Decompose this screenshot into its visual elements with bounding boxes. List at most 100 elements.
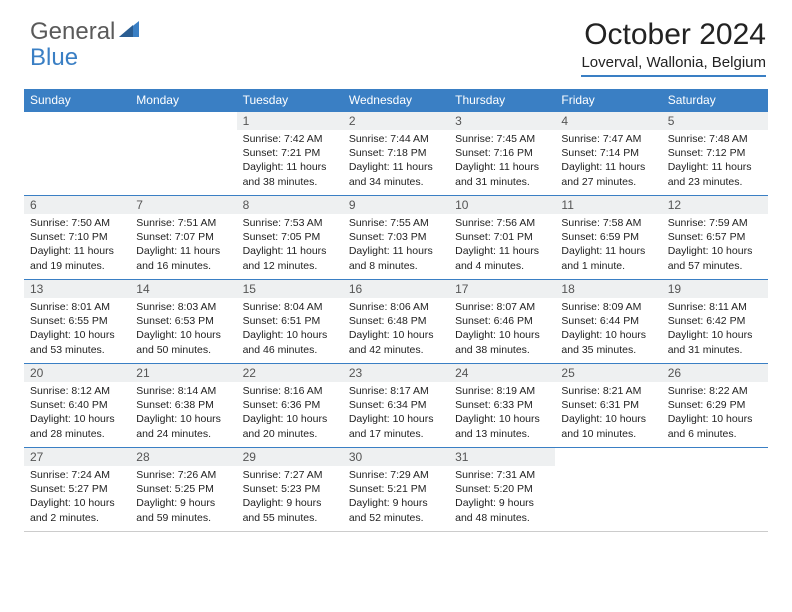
daylight-line: Daylight: 11 hours and 8 minutes. [349, 244, 443, 272]
day-number: 6 [24, 196, 130, 214]
sunset-line: Sunset: 7:03 PM [349, 230, 443, 244]
day-number: 9 [343, 196, 449, 214]
sunset-line: Sunset: 6:57 PM [668, 230, 762, 244]
day-body: Sunrise: 8:16 AMSunset: 6:36 PMDaylight:… [237, 382, 343, 443]
day-number: 3 [449, 112, 555, 130]
sunrise-line: Sunrise: 8:16 AM [243, 384, 337, 398]
day-number: 18 [555, 280, 661, 298]
sunset-line: Sunset: 6:55 PM [30, 314, 124, 328]
daylight-line: Daylight: 10 hours and 38 minutes. [455, 328, 549, 356]
daylight-line: Daylight: 11 hours and 27 minutes. [561, 160, 655, 188]
sunrise-line: Sunrise: 7:53 AM [243, 216, 337, 230]
day-number: 19 [662, 280, 768, 298]
sunset-line: Sunset: 7:10 PM [30, 230, 124, 244]
daylight-line: Daylight: 10 hours and 10 minutes. [561, 412, 655, 440]
location-text: Loverval, Wallonia, Belgium [581, 54, 766, 77]
calendar-day-cell: 20Sunrise: 8:12 AMSunset: 6:40 PMDayligh… [24, 364, 130, 448]
day-number: 17 [449, 280, 555, 298]
day-body: Sunrise: 8:03 AMSunset: 6:53 PMDaylight:… [130, 298, 236, 359]
daylight-line: Daylight: 10 hours and 31 minutes. [668, 328, 762, 356]
daylight-line: Daylight: 9 hours and 48 minutes. [455, 496, 549, 524]
calendar-day-cell: 29Sunrise: 7:27 AMSunset: 5:23 PMDayligh… [237, 448, 343, 532]
day-body: Sunrise: 7:48 AMSunset: 7:12 PMDaylight:… [662, 130, 768, 191]
sunrise-line: Sunrise: 8:04 AM [243, 300, 337, 314]
day-body: Sunrise: 7:58 AMSunset: 6:59 PMDaylight:… [555, 214, 661, 275]
day-number: 24 [449, 364, 555, 382]
calendar-day-cell: 3Sunrise: 7:45 AMSunset: 7:16 PMDaylight… [449, 112, 555, 196]
sunset-line: Sunset: 6:53 PM [136, 314, 230, 328]
day-body: Sunrise: 7:51 AMSunset: 7:07 PMDaylight:… [130, 214, 236, 275]
day-body: Sunrise: 7:29 AMSunset: 5:21 PMDaylight:… [343, 466, 449, 527]
day-body: Sunrise: 8:06 AMSunset: 6:48 PMDaylight:… [343, 298, 449, 359]
calendar-day-cell: 30Sunrise: 7:29 AMSunset: 5:21 PMDayligh… [343, 448, 449, 532]
day-body: Sunrise: 7:55 AMSunset: 7:03 PMDaylight:… [343, 214, 449, 275]
calendar-day-cell: 16Sunrise: 8:06 AMSunset: 6:48 PMDayligh… [343, 280, 449, 364]
sunrise-line: Sunrise: 8:06 AM [349, 300, 443, 314]
sunrise-line: Sunrise: 7:48 AM [668, 132, 762, 146]
sunrise-line: Sunrise: 8:22 AM [668, 384, 762, 398]
sunset-line: Sunset: 6:36 PM [243, 398, 337, 412]
day-header: Wednesday [343, 89, 449, 112]
day-header: Sunday [24, 89, 130, 112]
sunrise-line: Sunrise: 7:58 AM [561, 216, 655, 230]
daylight-line: Daylight: 10 hours and 20 minutes. [243, 412, 337, 440]
calendar-day-cell: 11Sunrise: 7:58 AMSunset: 6:59 PMDayligh… [555, 196, 661, 280]
calendar-week-row: 1Sunrise: 7:42 AMSunset: 7:21 PMDaylight… [24, 112, 768, 196]
daylight-line: Daylight: 10 hours and 35 minutes. [561, 328, 655, 356]
day-number: 13 [24, 280, 130, 298]
daylight-line: Daylight: 11 hours and 1 minute. [561, 244, 655, 272]
day-number: 31 [449, 448, 555, 466]
calendar-table: SundayMondayTuesdayWednesdayThursdayFrid… [24, 89, 768, 532]
day-number: 30 [343, 448, 449, 466]
day-number: 1 [237, 112, 343, 130]
sunrise-line: Sunrise: 7:29 AM [349, 468, 443, 482]
calendar-day-cell: 6Sunrise: 7:50 AMSunset: 7:10 PMDaylight… [24, 196, 130, 280]
sunrise-line: Sunrise: 8:03 AM [136, 300, 230, 314]
calendar-day-cell: 27Sunrise: 7:24 AMSunset: 5:27 PMDayligh… [24, 448, 130, 532]
sunrise-line: Sunrise: 8:12 AM [30, 384, 124, 398]
day-number: 5 [662, 112, 768, 130]
day-body: Sunrise: 7:42 AMSunset: 7:21 PMDaylight:… [237, 130, 343, 191]
sunset-line: Sunset: 7:14 PM [561, 146, 655, 160]
daylight-line: Daylight: 10 hours and 46 minutes. [243, 328, 337, 356]
sunset-line: Sunset: 6:44 PM [561, 314, 655, 328]
day-body: Sunrise: 8:09 AMSunset: 6:44 PMDaylight:… [555, 298, 661, 359]
daylight-line: Daylight: 9 hours and 52 minutes. [349, 496, 443, 524]
logo-blue-text: Blue [30, 44, 78, 72]
sunrise-line: Sunrise: 7:42 AM [243, 132, 337, 146]
calendar-week-row: 27Sunrise: 7:24 AMSunset: 5:27 PMDayligh… [24, 448, 768, 532]
sunset-line: Sunset: 6:34 PM [349, 398, 443, 412]
day-body: Sunrise: 8:19 AMSunset: 6:33 PMDaylight:… [449, 382, 555, 443]
sunrise-line: Sunrise: 7:47 AM [561, 132, 655, 146]
sunrise-line: Sunrise: 7:59 AM [668, 216, 762, 230]
calendar-day-cell [555, 448, 661, 532]
day-number: 11 [555, 196, 661, 214]
calendar-day-cell: 18Sunrise: 8:09 AMSunset: 6:44 PMDayligh… [555, 280, 661, 364]
calendar-day-cell: 31Sunrise: 7:31 AMSunset: 5:20 PMDayligh… [449, 448, 555, 532]
day-body: Sunrise: 7:27 AMSunset: 5:23 PMDaylight:… [237, 466, 343, 527]
sunset-line: Sunset: 5:23 PM [243, 482, 337, 496]
day-header: Tuesday [237, 89, 343, 112]
sunrise-line: Sunrise: 8:17 AM [349, 384, 443, 398]
daylight-line: Daylight: 10 hours and 17 minutes. [349, 412, 443, 440]
sunrise-line: Sunrise: 7:24 AM [30, 468, 124, 482]
day-body: Sunrise: 7:59 AMSunset: 6:57 PMDaylight:… [662, 214, 768, 275]
calendar-day-cell: 23Sunrise: 8:17 AMSunset: 6:34 PMDayligh… [343, 364, 449, 448]
calendar-day-cell: 2Sunrise: 7:44 AMSunset: 7:18 PMDaylight… [343, 112, 449, 196]
daylight-line: Daylight: 11 hours and 12 minutes. [243, 244, 337, 272]
day-number: 22 [237, 364, 343, 382]
sunset-line: Sunset: 6:46 PM [455, 314, 549, 328]
day-body: Sunrise: 7:31 AMSunset: 5:20 PMDaylight:… [449, 466, 555, 527]
day-body: Sunrise: 8:17 AMSunset: 6:34 PMDaylight:… [343, 382, 449, 443]
day-body: Sunrise: 8:11 AMSunset: 6:42 PMDaylight:… [662, 298, 768, 359]
sunrise-line: Sunrise: 7:26 AM [136, 468, 230, 482]
daylight-line: Daylight: 9 hours and 59 minutes. [136, 496, 230, 524]
sunrise-line: Sunrise: 7:44 AM [349, 132, 443, 146]
calendar-day-cell: 4Sunrise: 7:47 AMSunset: 7:14 PMDaylight… [555, 112, 661, 196]
sunset-line: Sunset: 7:18 PM [349, 146, 443, 160]
calendar-day-cell [130, 112, 236, 196]
day-number: 12 [662, 196, 768, 214]
daylight-line: Daylight: 10 hours and 13 minutes. [455, 412, 549, 440]
day-number: 7 [130, 196, 236, 214]
day-number: 26 [662, 364, 768, 382]
